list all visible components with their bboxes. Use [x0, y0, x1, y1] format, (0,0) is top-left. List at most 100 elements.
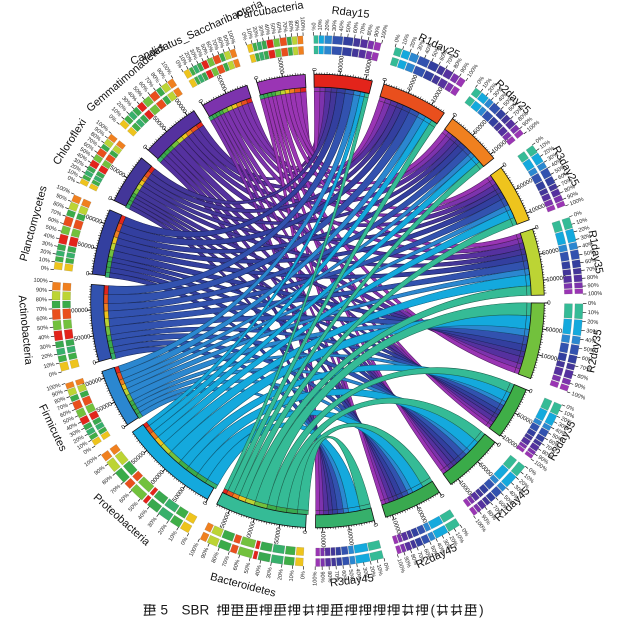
svg-text:80%: 80%: [564, 184, 577, 194]
svg-text:60%: 60%: [204, 41, 214, 54]
svg-text:60%: 60%: [275, 22, 283, 34]
svg-text:10%: 10%: [289, 570, 296, 582]
svg-text:0: 0: [438, 494, 445, 501]
svg-text:100%: 100%: [312, 571, 318, 585]
svg-text:10%: 10%: [576, 217, 588, 226]
svg-text:50000: 50000: [338, 55, 346, 73]
svg-text:50%: 50%: [432, 46, 442, 59]
svg-text:): ): [479, 603, 484, 618]
svg-text:60%: 60%: [497, 500, 509, 512]
svg-text:20%: 20%: [409, 36, 419, 49]
svg-text:80%: 80%: [149, 72, 160, 85]
svg-text:0: 0: [202, 500, 209, 506]
svg-text:80%: 80%: [101, 475, 113, 487]
svg-text:30%: 30%: [72, 157, 85, 168]
svg-text:90%: 90%: [587, 283, 599, 290]
svg-text:80%: 80%: [485, 509, 497, 521]
svg-text:100%: 100%: [33, 278, 48, 285]
svg-text:90%: 90%: [94, 465, 107, 477]
svg-text:40%: 40%: [38, 334, 50, 341]
svg-text:50000: 50000: [77, 242, 95, 252]
svg-text:50%: 50%: [131, 86, 143, 98]
svg-text:100%: 100%: [380, 24, 389, 39]
svg-text:50%: 50%: [346, 21, 353, 33]
svg-text:0%: 0%: [565, 404, 575, 413]
svg-text:40%: 40%: [255, 565, 263, 577]
svg-text:70%: 70%: [281, 21, 288, 33]
svg-text:80%: 80%: [287, 20, 294, 32]
svg-text:0%: 0%: [588, 301, 596, 307]
svg-text:30%: 30%: [441, 539, 452, 552]
svg-text:60%: 60%: [137, 81, 149, 93]
svg-text:20%: 20%: [157, 523, 168, 536]
svg-text:50%: 50%: [269, 23, 277, 35]
svg-text:70%: 70%: [143, 76, 155, 89]
svg-text:60%: 60%: [557, 171, 570, 181]
svg-text:0%: 0%: [107, 114, 117, 124]
svg-text:80%: 80%: [215, 36, 225, 49]
svg-text:40%: 40%: [43, 233, 55, 241]
svg-text:80%: 80%: [326, 571, 332, 582]
svg-text:0: 0: [86, 271, 91, 277]
svg-text:60%: 60%: [340, 570, 347, 582]
svg-text:70%: 70%: [561, 177, 574, 187]
svg-text:10%: 10%: [522, 473, 534, 485]
svg-text:40%: 40%: [126, 91, 138, 103]
svg-text:100%: 100%: [396, 558, 406, 573]
svg-text:5: 5: [161, 603, 169, 618]
svg-text:0%: 0%: [66, 175, 76, 184]
svg-text:70%: 70%: [85, 136, 98, 147]
svg-text:50%: 50%: [583, 250, 595, 258]
svg-text:0%: 0%: [40, 266, 49, 273]
svg-text:40%: 40%: [354, 568, 362, 580]
svg-text:50%: 50%: [429, 545, 439, 558]
svg-text:50000: 50000: [542, 248, 560, 257]
svg-text:0: 0: [452, 112, 459, 119]
svg-text:50%: 50%: [45, 224, 57, 233]
svg-text:50000: 50000: [276, 57, 285, 75]
svg-text:100%: 100%: [189, 542, 201, 558]
svg-text:10%: 10%: [454, 532, 465, 545]
svg-text:90%: 90%: [374, 25, 382, 37]
svg-text:90%: 90%: [93, 126, 106, 138]
svg-text:0%: 0%: [394, 34, 402, 44]
svg-text:70%: 70%: [56, 403, 69, 413]
svg-text:10%: 10%: [177, 54, 188, 67]
svg-text:0%: 0%: [240, 32, 248, 41]
svg-text:10%: 10%: [43, 362, 55, 370]
svg-text:20%: 20%: [69, 163, 82, 174]
svg-text:90%: 90%: [51, 389, 64, 398]
svg-text:30%: 30%: [257, 25, 265, 37]
svg-text:90%: 90%: [55, 193, 68, 203]
svg-text:90%: 90%: [522, 116, 534, 128]
svg-text:0: 0: [92, 360, 97, 367]
svg-text:20%: 20%: [448, 535, 459, 548]
svg-text:80%: 80%: [540, 449, 553, 460]
svg-text:50%: 50%: [554, 164, 567, 175]
svg-text:70%: 70%: [360, 23, 368, 35]
svg-text:30%: 30%: [266, 567, 274, 579]
svg-text:40%: 40%: [424, 42, 434, 55]
svg-text:20%: 20%: [277, 569, 284, 581]
svg-text:60%: 60%: [59, 409, 72, 419]
svg-text:80%: 80%: [367, 24, 375, 36]
svg-text:0: 0: [107, 196, 113, 203]
svg-text:100%: 100%: [588, 291, 602, 297]
svg-text:70%: 70%: [544, 444, 557, 455]
svg-text:100000: 100000: [540, 353, 562, 364]
svg-text:100%: 100%: [46, 383, 61, 393]
svg-text:10%: 10%: [38, 257, 50, 265]
svg-text:90%: 90%: [566, 191, 579, 201]
svg-text:20%: 20%: [40, 249, 52, 257]
svg-text:80%: 80%: [54, 396, 67, 406]
svg-text:20%: 20%: [578, 225, 590, 234]
svg-text:80%: 80%: [409, 553, 419, 566]
svg-text:50%: 50%: [37, 325, 49, 332]
svg-text:100000: 100000: [68, 308, 89, 315]
svg-text:30%: 30%: [39, 344, 51, 352]
svg-text:40%: 40%: [339, 20, 346, 32]
svg-text:70%: 70%: [416, 551, 426, 564]
svg-text:30%: 30%: [69, 428, 82, 439]
svg-text:10%: 10%: [482, 77, 494, 90]
svg-text:50%: 50%: [62, 416, 75, 426]
